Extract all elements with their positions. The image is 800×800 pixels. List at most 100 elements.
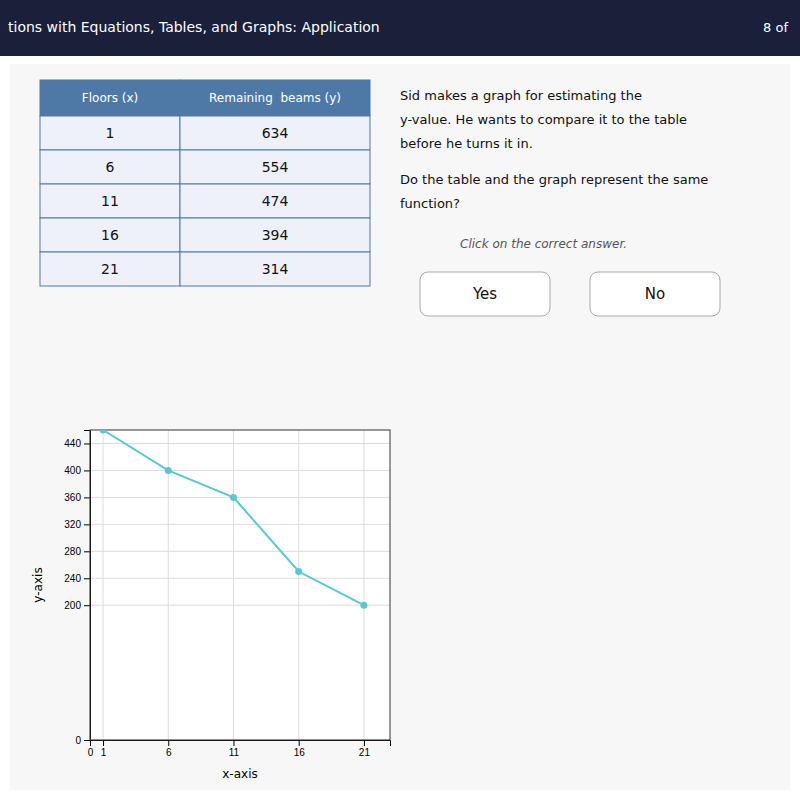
button[interactable]: No [590, 272, 720, 316]
x-tick-label: 1 [101, 747, 107, 758]
top-right-text: 8 of [763, 20, 788, 35]
x-tick-mark [299, 740, 300, 746]
question-text: function? [400, 196, 460, 211]
top-label: tions with Equations, Tables, and Graphs… [8, 19, 380, 35]
plot-frame [90, 430, 390, 740]
table-header: Remaining beams (y) [209, 91, 341, 105]
table-header: Floors (x) [82, 91, 138, 105]
grid-line-y [90, 551, 390, 552]
question-text: y-value. He wants to compare it to the t… [400, 112, 687, 127]
y-tick-mark [84, 470, 90, 471]
top-bar [0, 0, 800, 56]
grid-line-y [90, 524, 390, 525]
table: Floors (x)Remaining beams (y)16346554114… [40, 80, 370, 286]
grid-line-y [90, 605, 390, 606]
x-tick-mark [233, 740, 234, 746]
table-cell [180, 218, 370, 252]
line-chart: 0161116210200240280320360400440x-axisy-a… [31, 427, 391, 782]
x-tick-label: 6 [166, 747, 172, 758]
table-cell [180, 184, 370, 218]
x-tick-mark [168, 740, 169, 746]
y-tick-label: 320 [64, 519, 81, 530]
y-tick-mark [84, 524, 90, 525]
point [165, 467, 172, 474]
y-tick-label: 400 [64, 465, 81, 476]
button-box[interactable] [420, 272, 550, 316]
grid-line-x [363, 430, 364, 740]
x-tick-label: 0 [88, 747, 94, 758]
table-header-cell [180, 80, 370, 116]
grid-line-x [103, 430, 104, 740]
grid-line-y [90, 578, 390, 579]
x-tick-label: 16 [294, 747, 306, 758]
y-tick: 280 [64, 546, 90, 557]
point [230, 494, 237, 501]
x-tick: 21 [359, 740, 371, 758]
y-tick: 200 [64, 600, 90, 611]
table-cell [40, 116, 180, 150]
x-tick: 0 [88, 740, 94, 758]
button-label[interactable]: Yes [472, 285, 497, 303]
table-cell [40, 252, 180, 286]
y-tick-mark [84, 497, 90, 498]
table-cell-text: 394 [262, 227, 289, 243]
x-tick: 1 [101, 740, 107, 758]
x-axis-line [91, 741, 391, 747]
y-axis-title: y-axis [31, 567, 45, 602]
table-cell-text: 634 [262, 125, 289, 141]
y-tick: 240 [64, 573, 90, 584]
table-cell-text: 6 [106, 159, 115, 175]
y-tick-label: 0 [75, 735, 81, 746]
y-tick: 320 [64, 519, 90, 530]
marks [100, 430, 368, 609]
x-axis: 016111621 [88, 740, 391, 758]
y-tick-label: 360 [64, 492, 81, 503]
table-cell-text: 314 [262, 261, 289, 277]
point [360, 602, 367, 609]
x-tick-mark [364, 740, 365, 746]
grid-line-x [168, 430, 169, 740]
table-cell-text: 474 [262, 193, 289, 209]
grid-line-y [90, 443, 390, 444]
table-cell-text: 1 [106, 125, 115, 141]
question-text: before he turns it in. [400, 136, 533, 151]
grid-line-y [90, 470, 390, 471]
instruction-text: Click on the correct answer. [460, 237, 627, 251]
question-text: Sid makes a graph for estimating the [400, 88, 642, 103]
y-tick-label: 200 [64, 600, 81, 611]
x-tick: 16 [294, 740, 306, 758]
point [100, 430, 107, 434]
table-cell-text: 21 [101, 261, 119, 277]
y-tick: 440 [64, 438, 90, 449]
table-cell-text: 16 [101, 227, 119, 243]
x-tick-label: 11 [229, 747, 240, 758]
line [103, 430, 364, 605]
button[interactable]: Yes [420, 272, 550, 316]
y-tick-mark [84, 443, 90, 444]
table-cell-text: 554 [262, 159, 289, 175]
y-tick-label: 280 [64, 546, 81, 557]
table-cell [40, 150, 180, 184]
y-tick-mark [84, 605, 90, 606]
x-axis-title: x-axis [222, 767, 257, 781]
y-tick-mark [84, 551, 90, 552]
y-tick: 400 [64, 465, 90, 476]
y-tick-label: 440 [64, 438, 81, 449]
y-tick: 360 [64, 492, 90, 503]
button-label[interactable]: No [645, 285, 665, 303]
button-box[interactable] [590, 272, 720, 316]
table-cell [40, 218, 180, 252]
page: tions with Equations, Tables, and Graphs… [0, 0, 800, 800]
x-tick-label: 21 [359, 747, 371, 758]
x-tick: 11 [229, 740, 240, 758]
y-tick-mark [84, 740, 90, 741]
point [295, 568, 302, 575]
y-tick-mark [84, 578, 90, 579]
question-text: Do the table and the graph represent the… [400, 172, 708, 187]
y-tick-label: 240 [64, 573, 81, 584]
table-cell [180, 116, 370, 150]
y-axis: 0 200 240 280 320 360 400 440 [64, 431, 90, 746]
table-cell [40, 184, 180, 218]
grid-line-y [90, 497, 390, 498]
y-tick: 0 [75, 735, 90, 746]
